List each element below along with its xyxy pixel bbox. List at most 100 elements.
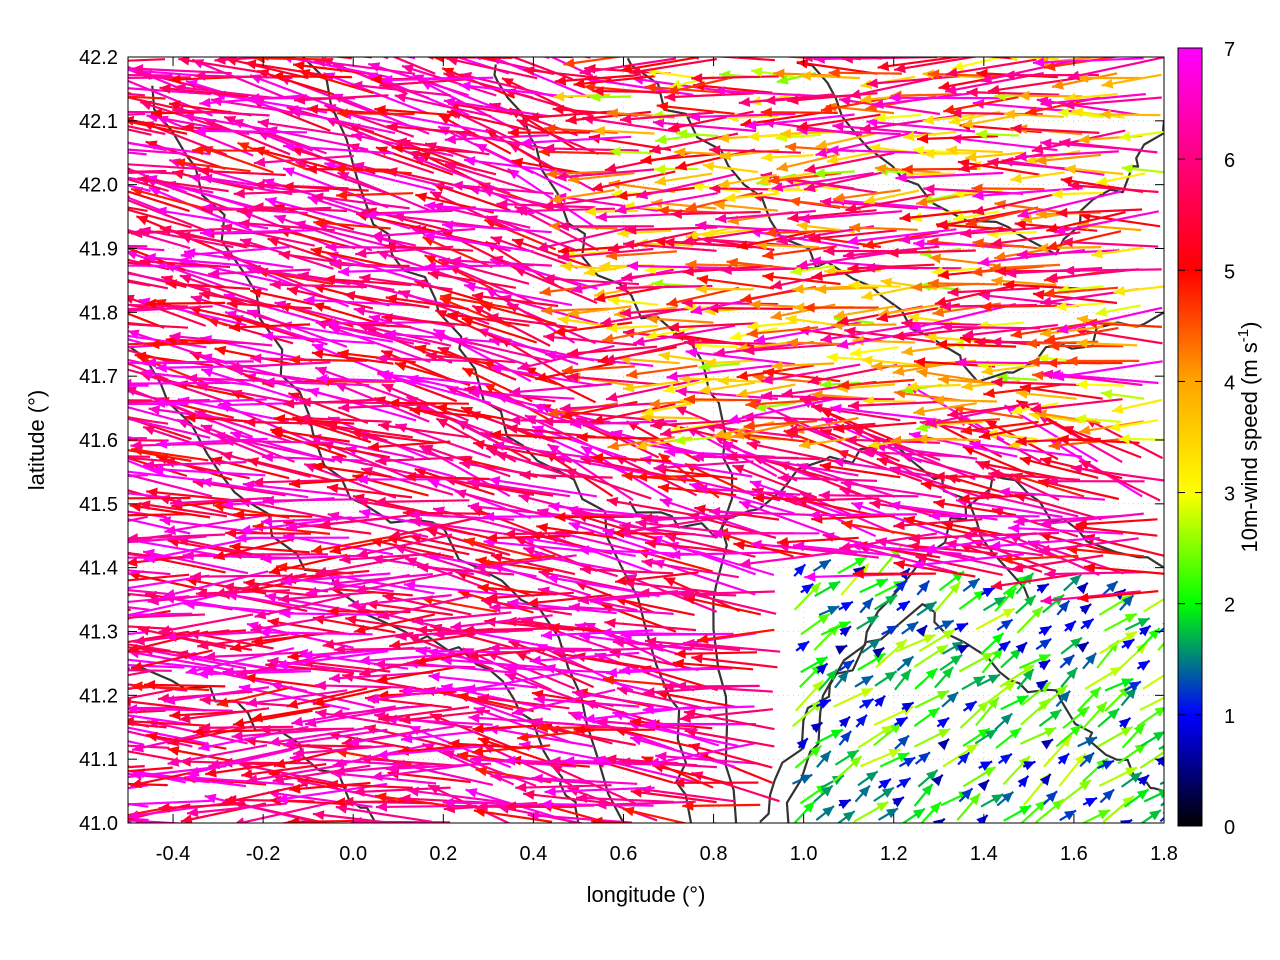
wind-vector-shaft bbox=[106, 824, 211, 829]
wind-vector-head bbox=[82, 164, 94, 174]
wind-vector-shaft bbox=[945, 474, 1025, 500]
wind-vector-head bbox=[960, 425, 973, 436]
wind-vector-head bbox=[903, 757, 916, 768]
wind-vector-head bbox=[861, 355, 873, 366]
wind-vector-head bbox=[252, 522, 264, 533]
wind-vector-shaft bbox=[529, 651, 640, 663]
wind-vector-shaft bbox=[325, 424, 413, 439]
wind-vector-head bbox=[152, 464, 164, 475]
wind-vector-head bbox=[711, 528, 723, 539]
wind-vector-head bbox=[572, 688, 584, 699]
wind-vector-head bbox=[893, 520, 905, 531]
wind-vector-head bbox=[304, 717, 317, 728]
wind-vector-shaft bbox=[1040, 590, 1141, 603]
wind-vector-shaft bbox=[894, 57, 980, 71]
y-tick-label: 41.1 bbox=[79, 749, 118, 771]
wind-vector-shaft bbox=[809, 229, 897, 241]
wind-vector-head bbox=[1035, 155, 1047, 166]
wind-vector-head bbox=[1076, 642, 1089, 653]
wind-vector-shaft bbox=[522, 792, 615, 805]
wind-vector-head bbox=[213, 431, 226, 442]
wind-vector-shaft bbox=[375, 146, 454, 176]
wind-vector-shaft bbox=[619, 524, 719, 539]
wind-vector-head bbox=[450, 621, 462, 632]
wind-vector-head bbox=[512, 238, 524, 248]
wind-vector-shaft bbox=[796, 250, 898, 268]
wind-vector-head bbox=[960, 228, 972, 239]
wind-vector-shaft bbox=[200, 176, 307, 194]
wind-vector-head bbox=[489, 429, 502, 440]
wind-vector-head bbox=[251, 635, 263, 646]
wind-vector-head bbox=[504, 755, 516, 766]
wind-vector-shaft bbox=[403, 583, 518, 597]
wind-vector-head bbox=[928, 69, 940, 80]
wind-vector-shaft bbox=[511, 238, 592, 269]
wind-vector-shaft bbox=[327, 323, 431, 345]
wind-vector-head bbox=[985, 729, 997, 740]
wind-vector-head bbox=[313, 218, 325, 229]
wind-vector-head bbox=[64, 292, 76, 302]
wind-vector-shaft bbox=[912, 553, 1025, 567]
wind-vector-head bbox=[79, 611, 90, 621]
wind-vector-head bbox=[863, 195, 876, 205]
wind-vector-shaft bbox=[666, 286, 740, 306]
wind-vector-head bbox=[552, 104, 564, 115]
wind-vector-head bbox=[389, 529, 401, 540]
wind-vector-head bbox=[976, 815, 988, 823]
wind-vector-head bbox=[265, 197, 277, 207]
wind-vector-head bbox=[621, 272, 633, 283]
wind-vector-shaft bbox=[246, 763, 347, 783]
wind-vector-shaft bbox=[655, 754, 760, 765]
wind-vector-shaft bbox=[874, 444, 978, 460]
wind-vector-head bbox=[1039, 518, 1052, 529]
wind-vector-shaft bbox=[1139, 750, 1164, 769]
wind-vector-head bbox=[1113, 285, 1126, 296]
wind-vector-shaft bbox=[927, 282, 999, 286]
wind-vector-shaft bbox=[163, 686, 270, 703]
wind-vector-head bbox=[901, 656, 914, 668]
wind-vector-shaft bbox=[128, 96, 190, 113]
wind-vector-shaft bbox=[153, 398, 267, 405]
wind-vector-head bbox=[92, 73, 103, 83]
wind-vector-head bbox=[1010, 405, 1023, 416]
wind-vector-shaft bbox=[128, 246, 165, 252]
wind-vector-head bbox=[563, 756, 575, 766]
wind-vector-head bbox=[1119, 131, 1131, 142]
wind-vector-shaft bbox=[787, 209, 877, 220]
wind-vector-shaft bbox=[685, 426, 778, 478]
wind-vector-shaft bbox=[1038, 537, 1139, 553]
wind-vector-head bbox=[937, 717, 950, 729]
wind-vector-head bbox=[785, 314, 797, 325]
wind-vector-head bbox=[673, 777, 685, 788]
wind-vector-shaft bbox=[549, 57, 594, 77]
wind-vector-head bbox=[329, 544, 342, 555]
wind-vector-head bbox=[371, 771, 383, 782]
wind-vector-head bbox=[994, 251, 1006, 262]
wind-vector-head bbox=[594, 292, 606, 303]
wind-vector-head bbox=[381, 74, 393, 85]
wind-vector-head bbox=[760, 107, 772, 118]
wind-vector-head bbox=[1000, 619, 1013, 630]
wind-vector-shaft bbox=[258, 631, 373, 636]
wind-vector-head bbox=[991, 794, 1004, 804]
wind-vector-shaft bbox=[582, 116, 678, 133]
wind-vector-head bbox=[543, 332, 555, 343]
wind-vector-head bbox=[646, 330, 658, 341]
wind-vector-head bbox=[326, 779, 338, 790]
wind-vector-head bbox=[96, 260, 107, 270]
wind-vector-shaft bbox=[128, 74, 173, 77]
wind-vector-head bbox=[375, 801, 387, 812]
wind-vector-head bbox=[951, 641, 964, 652]
wind-vector-head bbox=[1040, 595, 1052, 606]
wind-vector-head bbox=[1062, 655, 1075, 667]
wind-vector-head bbox=[250, 623, 263, 634]
wind-vector-shaft bbox=[128, 178, 170, 193]
wind-vector-shaft bbox=[128, 190, 190, 213]
wind-vector-shaft bbox=[237, 141, 309, 171]
wind-vector-shaft bbox=[688, 112, 796, 119]
wind-vector-shaft bbox=[777, 476, 878, 482]
wind-vector-shaft bbox=[828, 71, 902, 75]
wind-vector-head bbox=[862, 396, 874, 407]
wind-vector-head bbox=[652, 118, 665, 129]
wind-vector-head bbox=[370, 74, 382, 85]
